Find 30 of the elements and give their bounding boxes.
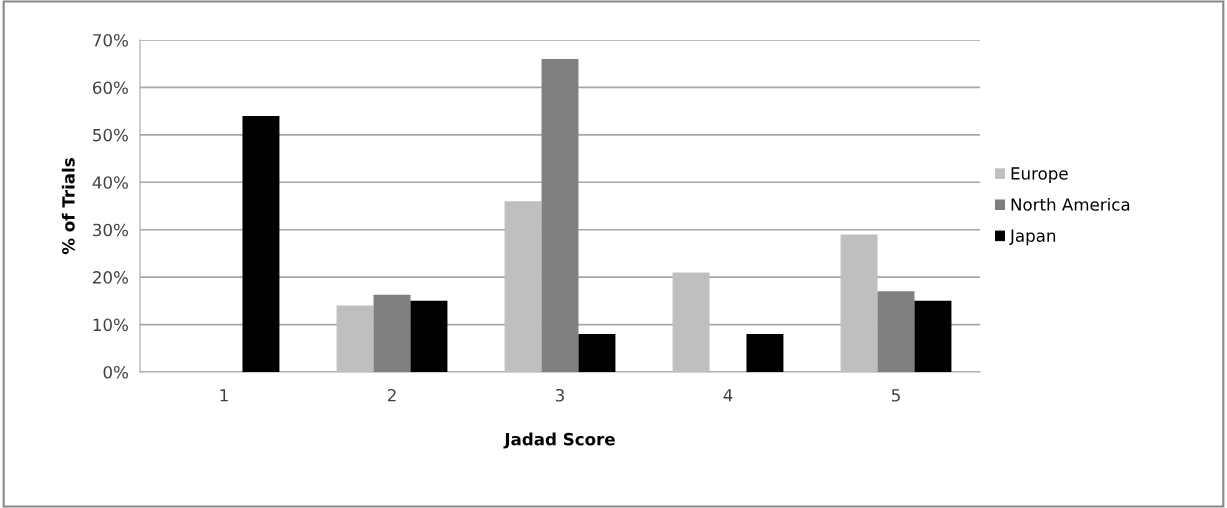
bar (578, 334, 616, 372)
legend-label: Europe (1011, 167, 1068, 183)
bar (840, 234, 878, 372)
y-tick-label: 10% (93, 318, 128, 332)
bar (373, 294, 411, 372)
bar (242, 115, 280, 372)
x-tick-label: 5 (891, 389, 900, 402)
bar (877, 291, 915, 372)
x-tick-label: 2 (387, 388, 396, 402)
x-tick-label: 1 (220, 389, 228, 402)
legend-label: Japan (1009, 229, 1056, 246)
y-tick-label: 20% (93, 271, 128, 284)
x-axis-title: Jadad Score (503, 432, 615, 449)
legend-label: North America (1011, 197, 1130, 211)
y-axis-title: % of Trials (61, 158, 75, 255)
x-tick-label: 3 (555, 388, 564, 402)
y-tick-label: 40% (92, 176, 128, 189)
bar (672, 272, 710, 372)
bar (541, 58, 579, 372)
bar (914, 300, 952, 372)
y-tick-label: 60% (93, 81, 128, 94)
bar (746, 334, 784, 372)
y-tick-label: 30% (93, 223, 128, 237)
y-tick-label: 0% (103, 365, 128, 379)
y-tick-label: 50% (93, 128, 128, 142)
x-tick-label: 4 (723, 389, 733, 402)
bar (504, 201, 542, 372)
bar (336, 305, 374, 372)
bar (410, 300, 448, 372)
y-tick-label: 70% (93, 33, 128, 47)
